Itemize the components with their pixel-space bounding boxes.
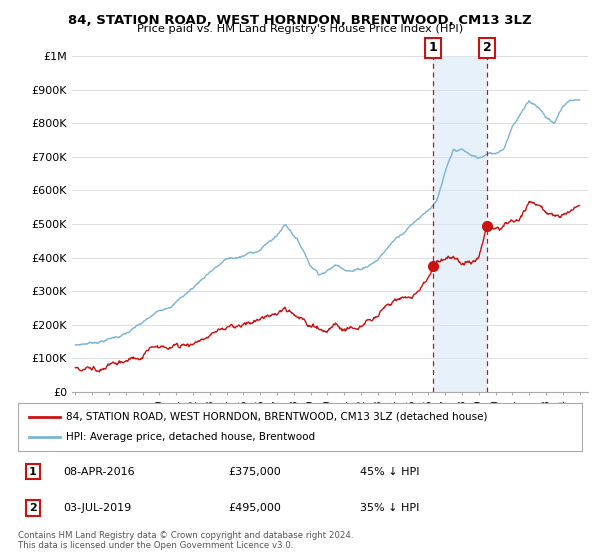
Text: 84, STATION ROAD, WEST HORNDON, BRENTWOOD, CM13 3LZ (detached house): 84, STATION ROAD, WEST HORNDON, BRENTWOO… <box>66 412 487 422</box>
Text: £495,000: £495,000 <box>228 503 281 513</box>
Text: 1: 1 <box>29 466 37 477</box>
Text: 35% ↓ HPI: 35% ↓ HPI <box>360 503 419 513</box>
Text: 03-JUL-2019: 03-JUL-2019 <box>63 503 131 513</box>
Text: £375,000: £375,000 <box>228 466 281 477</box>
Text: 45% ↓ HPI: 45% ↓ HPI <box>360 466 419 477</box>
Text: Price paid vs. HM Land Registry's House Price Index (HPI): Price paid vs. HM Land Registry's House … <box>137 24 463 34</box>
Text: 2: 2 <box>29 503 37 513</box>
Text: 1: 1 <box>428 41 437 54</box>
Bar <box>433 56 487 392</box>
Text: Contains HM Land Registry data © Crown copyright and database right 2024.
This d: Contains HM Land Registry data © Crown c… <box>18 531 353 550</box>
Text: 84, STATION ROAD, WEST HORNDON, BRENTWOOD, CM13 3LZ: 84, STATION ROAD, WEST HORNDON, BRENTWOO… <box>68 14 532 27</box>
Text: HPI: Average price, detached house, Brentwood: HPI: Average price, detached house, Bren… <box>66 432 315 442</box>
Text: 2: 2 <box>483 41 491 54</box>
Text: 08-APR-2016: 08-APR-2016 <box>63 466 134 477</box>
